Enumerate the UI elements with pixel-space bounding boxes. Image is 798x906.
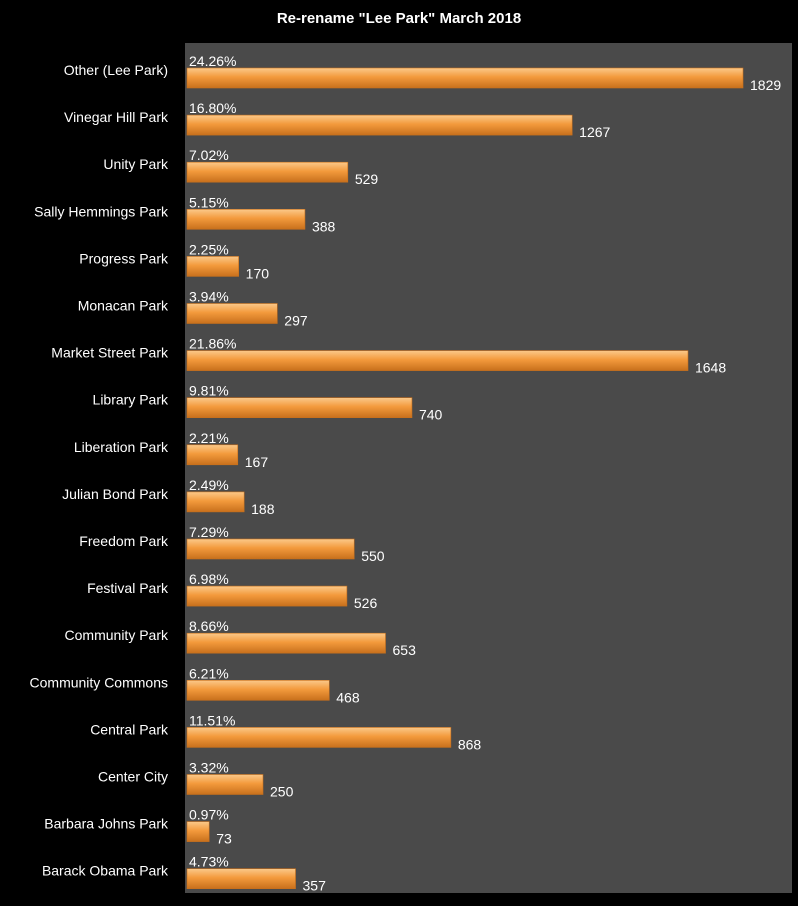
value-label: 388 <box>312 218 336 234</box>
category-label: Other (Lee Park) <box>64 62 168 78</box>
value-label: 1648 <box>695 360 726 376</box>
bar <box>186 585 348 607</box>
category-label: Barack Obama Park <box>42 863 169 879</box>
percent-label: 6.21% <box>189 665 229 681</box>
value-label: 170 <box>246 265 270 281</box>
category-label: Liberation Park <box>74 439 169 455</box>
percent-label: 8.66% <box>189 618 229 634</box>
percent-label: 2.25% <box>189 241 229 257</box>
percent-label: 4.73% <box>189 854 229 870</box>
category-label: Central Park <box>90 721 169 737</box>
value-label: 526 <box>354 595 378 611</box>
value-label: 297 <box>284 313 308 329</box>
bar <box>186 303 278 324</box>
value-label: 250 <box>270 784 294 800</box>
percent-label: 2.21% <box>189 430 229 446</box>
bar <box>186 821 210 842</box>
bar <box>186 444 239 466</box>
category-label: Community Commons <box>30 674 168 690</box>
bar <box>186 209 306 230</box>
value-label: 1267 <box>579 124 610 140</box>
value-label: 868 <box>458 736 482 752</box>
percent-label: 11.51% <box>189 712 235 728</box>
percent-label: 7.29% <box>189 524 229 540</box>
value-label: 73 <box>216 831 232 847</box>
percent-label: 3.94% <box>189 289 229 305</box>
category-label: Monacan Park <box>78 298 169 314</box>
bar <box>186 727 452 748</box>
category-label: Julian Bond Park <box>62 486 169 502</box>
category-label: Community Park <box>65 627 169 643</box>
bar <box>186 256 239 277</box>
bar <box>186 774 264 795</box>
bar <box>186 350 689 371</box>
value-label: 740 <box>419 407 443 423</box>
category-label: Freedom Park <box>79 533 169 549</box>
bar <box>186 538 355 560</box>
percent-label: 24.26% <box>189 53 236 69</box>
bar <box>186 114 573 136</box>
bar <box>186 679 330 701</box>
percent-label: 3.32% <box>189 760 229 776</box>
percent-label: 2.49% <box>189 477 229 493</box>
percent-label: 9.81% <box>189 383 229 399</box>
percent-label: 0.97% <box>189 807 229 823</box>
percent-label: 7.02% <box>189 147 229 163</box>
bar <box>186 632 386 654</box>
value-label: 188 <box>251 501 275 517</box>
value-label: 468 <box>336 689 360 705</box>
value-label: 550 <box>361 548 385 564</box>
category-label: Sally Hemmings Park <box>34 203 169 219</box>
percent-label: 21.86% <box>189 336 236 352</box>
category-label: Progress Park <box>79 250 169 266</box>
value-label: 529 <box>355 171 379 187</box>
value-label: 357 <box>303 878 327 894</box>
percent-label: 16.80% <box>189 100 236 116</box>
category-label: Barbara Johns Park <box>44 816 169 832</box>
bar <box>186 491 245 513</box>
bar <box>186 397 413 419</box>
percent-label: 6.98% <box>189 571 229 587</box>
percent-label: 5.15% <box>189 194 229 210</box>
category-label: Center City <box>98 769 168 785</box>
plot-area <box>185 43 792 893</box>
category-label: Vinegar Hill Park <box>64 109 169 125</box>
category-label: Unity Park <box>103 156 169 172</box>
value-label: 653 <box>393 642 417 658</box>
bar <box>186 161 349 183</box>
category-label: Market Street Park <box>51 345 169 361</box>
bar <box>186 868 296 890</box>
category-label: Library Park <box>93 392 169 408</box>
bar <box>186 67 744 89</box>
value-label: 1829 <box>750 77 781 93</box>
value-label: 167 <box>245 454 269 470</box>
category-label: Festival Park <box>87 580 169 596</box>
chart-title: Re-rename "Lee Park" March 2018 <box>276 10 522 27</box>
